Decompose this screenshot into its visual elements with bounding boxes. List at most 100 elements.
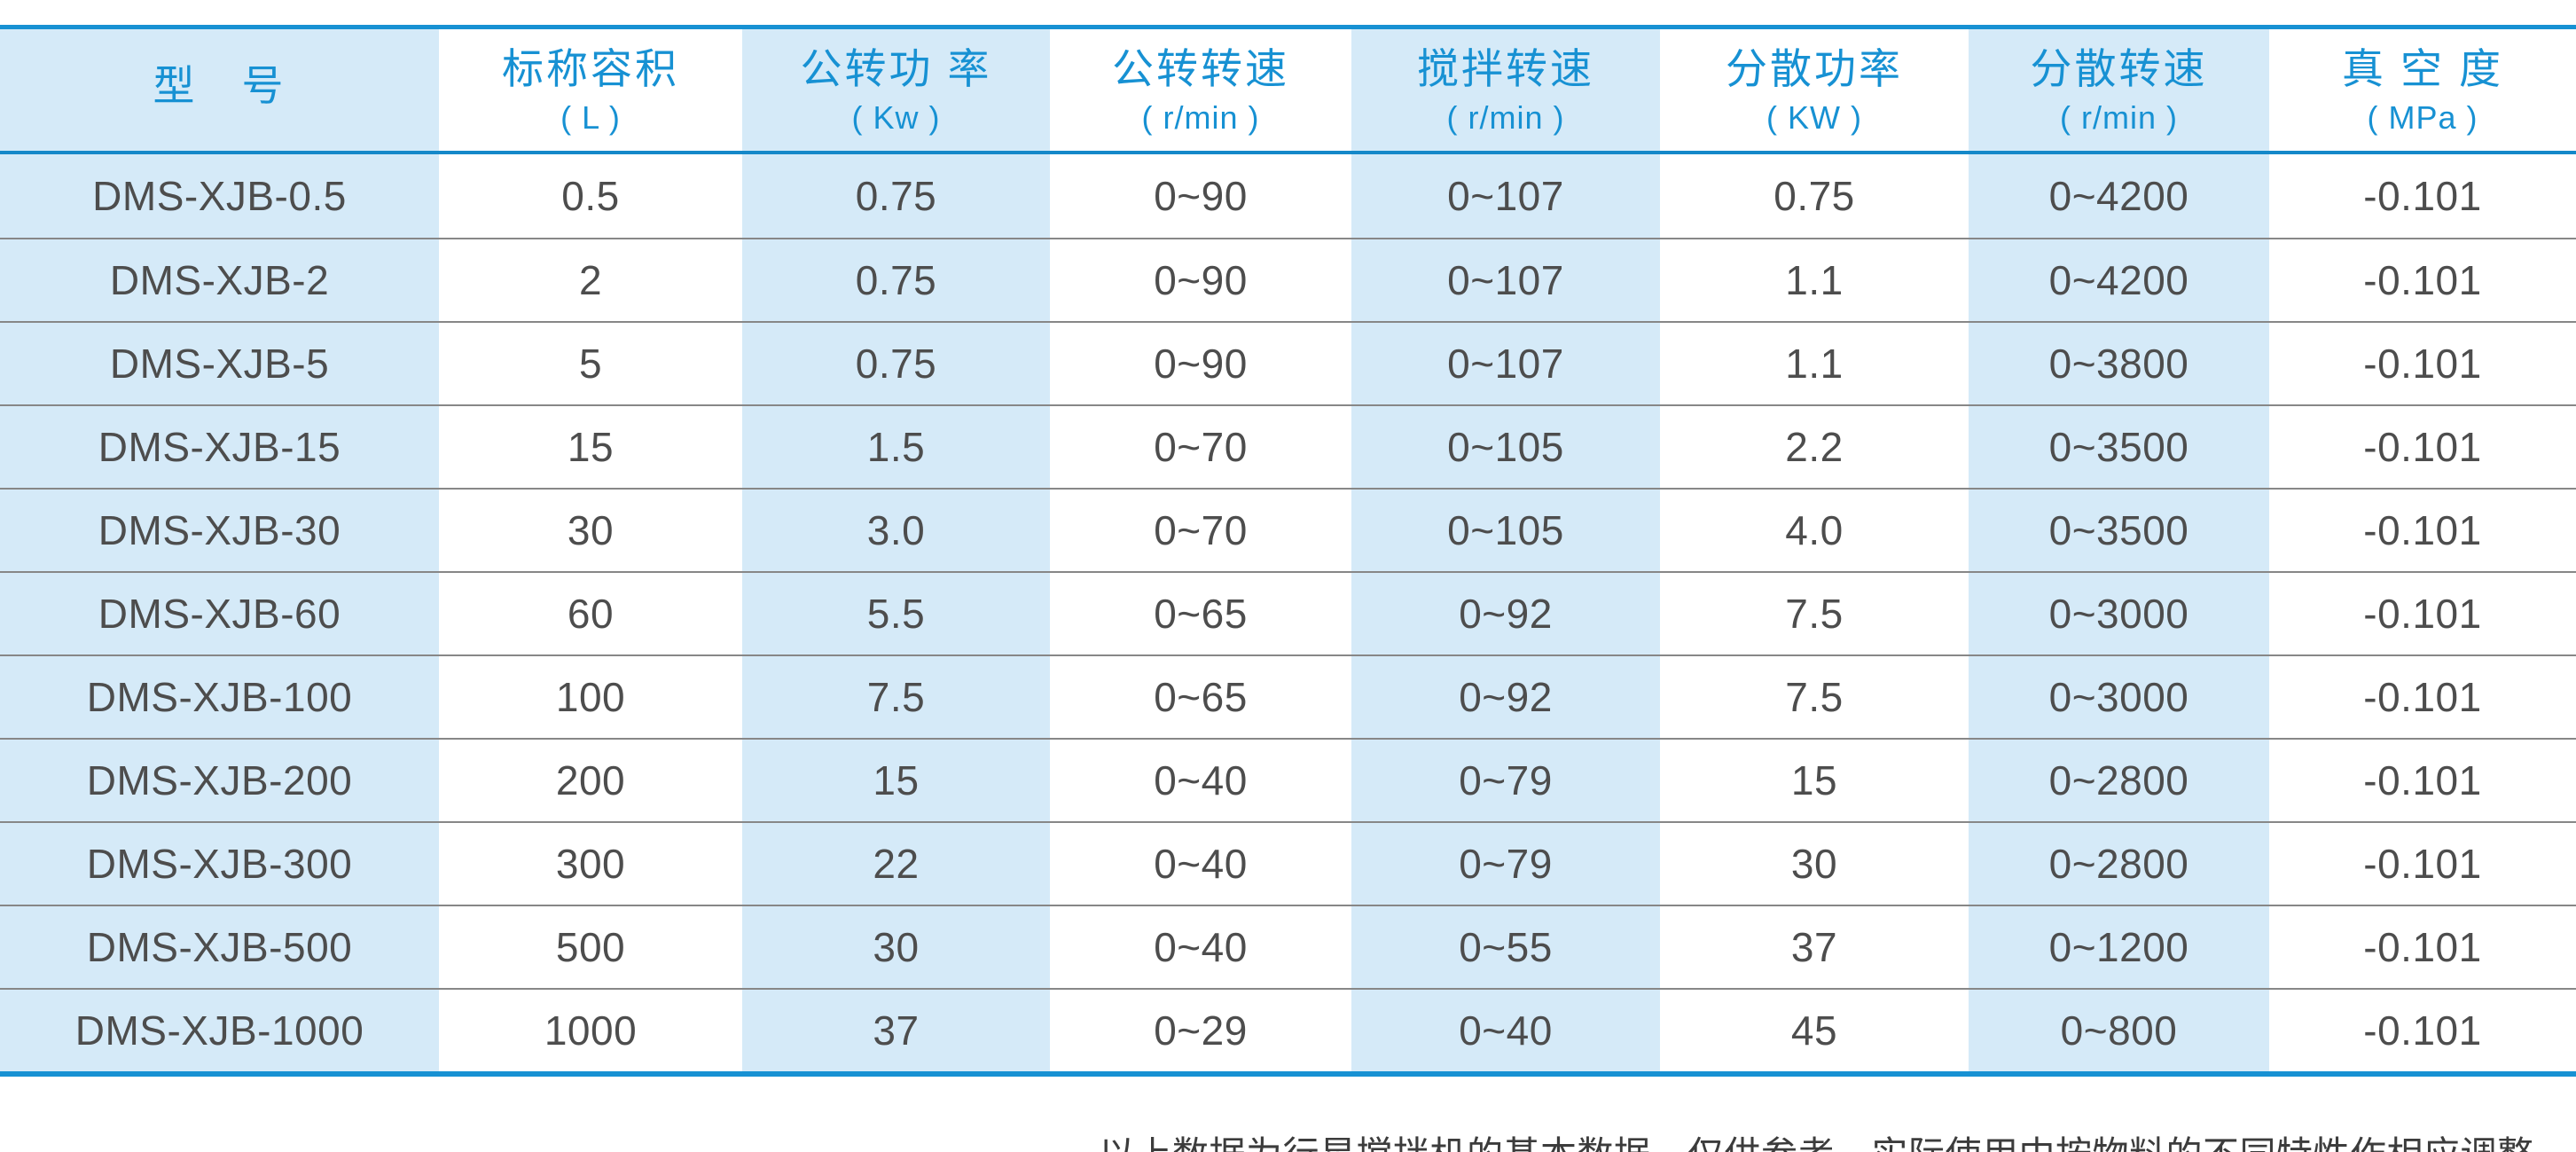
revolution-speed-cell: 0~90 [1050, 154, 1351, 238]
dispersion-speed-cell: 0~3500 [1969, 490, 2269, 571]
footnote-text: 以上数据为行星搅拌机的基本数据，仅供参考，实际使用中按物料的不同特性作相应调整。 [1099, 1125, 2571, 1152]
revolution-power-cell: 0.75 [742, 323, 1050, 404]
column-label: 真 空 度 [2341, 44, 2504, 92]
stirring-speed-cell: 0~40 [1351, 990, 1660, 1071]
column-label: 分散功率 [1726, 44, 1903, 92]
dispersion-power-cell: 7.5 [1660, 573, 1969, 654]
dispersion-speed-cell: 0~2800 [1969, 823, 2269, 905]
dispersion-speed-cell: 0~3000 [1969, 656, 2269, 738]
dispersion-speed-cell: 0~3500 [1969, 406, 2269, 488]
model-cell: DMS-XJB-200 [0, 740, 439, 821]
column-header-vacuum-degree: 真 空 度 ( MPa ) [2269, 29, 2576, 151]
dispersion-power-cell: 1.1 [1660, 239, 1969, 321]
column-unit: ( r/min ) [2060, 98, 2178, 136]
revolution-speed-cell: 0~65 [1050, 656, 1351, 738]
vacuum-cell: -0.101 [2269, 573, 2576, 654]
vacuum-cell: -0.101 [2269, 154, 2576, 238]
table-row: DMS-XJB-60 60 5.5 0~65 0~92 7.5 0~3000 -… [0, 571, 2576, 654]
revolution-speed-cell: 0~70 [1050, 406, 1351, 488]
revolution-power-cell: 0.75 [742, 239, 1050, 321]
stirring-speed-cell: 0~79 [1351, 823, 1660, 905]
dispersion-speed-cell: 0~800 [1969, 990, 2269, 1071]
vacuum-cell: -0.101 [2269, 406, 2576, 488]
model-cell: DMS-XJB-1000 [0, 990, 439, 1071]
vacuum-cell: -0.101 [2269, 823, 2576, 905]
dispersion-speed-cell: 0~3000 [1969, 573, 2269, 654]
revolution-power-cell: 30 [742, 906, 1050, 988]
column-unit: ( r/min ) [1141, 98, 1260, 136]
dispersion-speed-cell: 0~3800 [1969, 323, 2269, 404]
column-header-revolution-power: 公转功 率 ( Kw ) [742, 29, 1050, 151]
model-cell: DMS-XJB-300 [0, 823, 439, 905]
revolution-power-cell: 3.0 [742, 490, 1050, 571]
stirring-speed-cell: 0~79 [1351, 740, 1660, 821]
stirring-speed-cell: 0~105 [1351, 406, 1660, 488]
revolution-power-cell: 0.75 [742, 154, 1050, 238]
dispersion-power-cell: 37 [1660, 906, 1969, 988]
revolution-speed-cell: 0~90 [1050, 239, 1351, 321]
dispersion-speed-cell: 0~4200 [1969, 154, 2269, 238]
model-cell: DMS-XJB-0.5 [0, 154, 439, 238]
revolution-power-cell: 15 [742, 740, 1050, 821]
table-header-row: 型 号 标称容积 ( L ) 公转功 率 ( Kw ) 公转转速 ( r/min… [0, 29, 2576, 151]
capacity-cell: 300 [439, 823, 742, 905]
revolution-power-cell: 5.5 [742, 573, 1050, 654]
model-cell: DMS-XJB-30 [0, 490, 439, 571]
revolution-speed-cell: 0~40 [1050, 823, 1351, 905]
header-underline [0, 151, 2576, 154]
column-label: 分散转速 [2030, 44, 2208, 92]
capacity-cell: 100 [439, 656, 742, 738]
model-cell: DMS-XJB-500 [0, 906, 439, 988]
capacity-cell: 0.5 [439, 154, 742, 238]
dispersion-power-cell: 7.5 [1660, 656, 1969, 738]
revolution-speed-cell: 0~40 [1050, 740, 1351, 821]
column-header-model: 型 号 [0, 29, 439, 151]
column-label: 公转转速 [1112, 44, 1289, 92]
stirring-speed-cell: 0~107 [1351, 154, 1660, 238]
vacuum-cell: -0.101 [2269, 239, 2576, 321]
table-body: DMS-XJB-0.5 0.5 0.75 0~90 0~107 0.75 0~4… [0, 154, 2576, 1071]
column-label: 公转功 率 [800, 44, 992, 92]
table-row: DMS-XJB-500 500 30 0~40 0~55 37 0~1200 -… [0, 905, 2576, 988]
column-label: 搅拌转速 [1417, 44, 1594, 92]
dispersion-speed-cell: 0~4200 [1969, 239, 2269, 321]
table-row: DMS-XJB-30 30 3.0 0~70 0~105 4.0 0~3500 … [0, 488, 2576, 571]
model-cell: DMS-XJB-100 [0, 656, 439, 738]
column-label: 型 号 [153, 62, 286, 110]
stirring-speed-cell: 0~107 [1351, 323, 1660, 404]
table-bottom-border [0, 1071, 2576, 1077]
column-header-revolution-speed: 公转转速 ( r/min ) [1050, 29, 1351, 151]
table-row: DMS-XJB-200 200 15 0~40 0~79 15 0~2800 -… [0, 738, 2576, 821]
dispersion-power-cell: 30 [1660, 823, 1969, 905]
capacity-cell: 500 [439, 906, 742, 988]
vacuum-cell: -0.101 [2269, 990, 2576, 1071]
column-unit: ( L ) [560, 98, 621, 136]
vacuum-cell: -0.101 [2269, 490, 2576, 571]
capacity-cell: 1000 [439, 990, 742, 1071]
model-cell: DMS-XJB-5 [0, 323, 439, 404]
column-header-nominal-capacity: 标称容积 ( L ) [439, 29, 742, 151]
table-row: DMS-XJB-5 5 0.75 0~90 0~107 1.1 0~3800 -… [0, 321, 2576, 404]
capacity-cell: 15 [439, 406, 742, 488]
vacuum-cell: -0.101 [2269, 656, 2576, 738]
table-row: DMS-XJB-100 100 7.5 0~65 0~92 7.5 0~3000… [0, 654, 2576, 738]
dispersion-speed-cell: 0~2800 [1969, 740, 2269, 821]
column-unit: ( Kw ) [851, 98, 941, 136]
dispersion-power-cell: 1.1 [1660, 323, 1969, 404]
capacity-cell: 60 [439, 573, 742, 654]
stirring-speed-cell: 0~92 [1351, 656, 1660, 738]
model-cell: DMS-XJB-15 [0, 406, 439, 488]
dispersion-power-cell: 4.0 [1660, 490, 1969, 571]
table-row: DMS-XJB-2 2 0.75 0~90 0~107 1.1 0~4200 -… [0, 238, 2576, 321]
dispersion-power-cell: 2.2 [1660, 406, 1969, 488]
capacity-cell: 5 [439, 323, 742, 404]
dispersion-power-cell: 0.75 [1660, 154, 1969, 238]
dispersion-power-cell: 15 [1660, 740, 1969, 821]
dispersion-power-cell: 45 [1660, 990, 1969, 1071]
capacity-cell: 2 [439, 239, 742, 321]
table-row: DMS-XJB-0.5 0.5 0.75 0~90 0~107 0.75 0~4… [0, 154, 2576, 238]
column-unit: ( r/min ) [1446, 98, 1565, 136]
stirring-speed-cell: 0~92 [1351, 573, 1660, 654]
table-top-border [0, 25, 2576, 29]
column-header-dispersion-power: 分散功率 ( KW ) [1660, 29, 1969, 151]
